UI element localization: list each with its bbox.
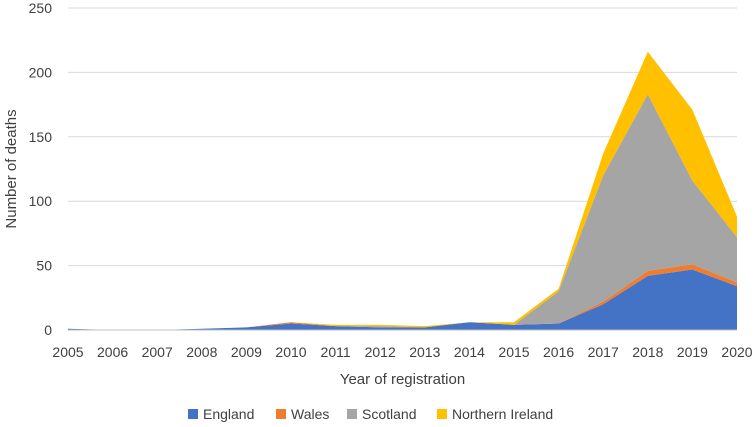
series-area-northern-ireland — [68, 51, 737, 330]
x-tick-label: 2013 — [409, 344, 440, 360]
x-axis-ticks: 2005 2006 2007 2008 2009 2010 2011 2012 2013 2014… — [52, 344, 752, 360]
x-tick-label: 2015 — [498, 344, 529, 360]
x-tick-label: 2005 — [52, 344, 83, 360]
legend-label-scotland: Scotland — [362, 406, 416, 422]
x-tick-label: 2009 — [231, 344, 262, 360]
y-tick-label: 0 — [44, 322, 52, 338]
x-tick-label: 2006 — [97, 344, 128, 360]
legend-swatch-wales — [276, 409, 286, 419]
x-tick-label: 2011 — [321, 344, 351, 360]
x-tick-label: 2020 — [721, 344, 752, 360]
y-tick-label: 150 — [29, 129, 53, 145]
y-tick-label: 250 — [29, 0, 53, 16]
x-axis-title: Year of registration — [340, 371, 465, 388]
legend-swatch-scotland — [347, 409, 357, 419]
y-tick-label: 50 — [36, 258, 52, 274]
legend-label-wales: Wales — [291, 406, 329, 422]
series-area-scotland — [68, 94, 737, 330]
x-tick-label: 2010 — [275, 344, 306, 360]
x-tick-label: 2016 — [543, 344, 574, 360]
x-tick-label: 2014 — [454, 344, 485, 360]
x-tick-label: 2018 — [632, 344, 663, 360]
y-axis-ticks: 0 50 100 150 200 250 — [29, 0, 53, 338]
series-area-england — [68, 269, 737, 330]
legend-label-northern-ireland: Northern Ireland — [452, 406, 553, 422]
x-tick-label: 2008 — [186, 344, 217, 360]
y-tick-label: 200 — [29, 64, 53, 80]
legend-swatch-northern-ireland — [437, 409, 447, 419]
legend-swatch-england — [188, 409, 198, 419]
y-axis-title: Number of deaths — [3, 109, 20, 228]
series-area-wales — [68, 264, 737, 330]
x-tick-label: 2012 — [365, 344, 396, 360]
legend: England Wales Scotland Northern Ireland — [188, 406, 553, 422]
legend-label-england: England — [203, 406, 254, 422]
y-tick-label: 100 — [29, 193, 53, 209]
x-tick-label: 2019 — [677, 344, 708, 360]
series-areas — [68, 51, 737, 330]
x-tick-label: 2007 — [142, 344, 173, 360]
x-tick-label: 2017 — [588, 344, 619, 360]
